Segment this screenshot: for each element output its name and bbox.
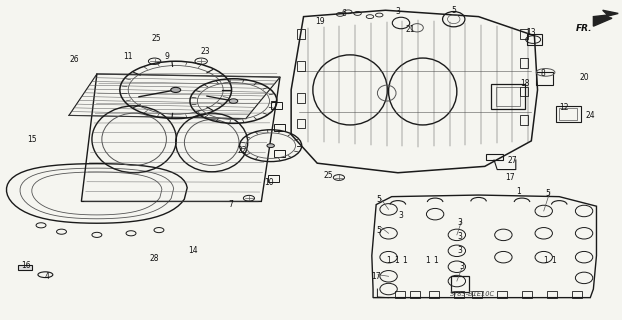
Text: 25: 25 xyxy=(323,172,333,180)
Text: 16: 16 xyxy=(21,261,30,270)
Bar xyxy=(559,108,577,120)
Text: 17: 17 xyxy=(505,173,514,182)
Bar xyxy=(411,291,420,298)
Text: 23: 23 xyxy=(201,47,210,56)
Text: 10: 10 xyxy=(264,178,274,187)
Bar xyxy=(520,116,528,125)
Text: FR.: FR. xyxy=(576,24,592,33)
Text: 3: 3 xyxy=(460,261,464,271)
Bar xyxy=(274,150,285,157)
Text: 15: 15 xyxy=(27,135,37,144)
Circle shape xyxy=(267,144,274,148)
Text: 28: 28 xyxy=(150,254,159,263)
Text: 4: 4 xyxy=(45,272,50,281)
Text: 24: 24 xyxy=(585,111,595,120)
Bar xyxy=(520,87,528,96)
Text: 1: 1 xyxy=(434,256,438,265)
Bar xyxy=(450,276,469,292)
Bar xyxy=(486,154,503,160)
Text: 1: 1 xyxy=(543,256,548,265)
Text: 1: 1 xyxy=(386,256,391,265)
Bar xyxy=(297,29,305,39)
Text: 1: 1 xyxy=(402,256,407,265)
Text: 20: 20 xyxy=(579,73,589,82)
Bar xyxy=(297,119,305,128)
Bar xyxy=(547,291,557,298)
Text: 19: 19 xyxy=(315,17,325,26)
Bar xyxy=(522,291,532,298)
Text: 5: 5 xyxy=(452,6,456,15)
Text: 26: 26 xyxy=(69,55,79,64)
Text: 3: 3 xyxy=(396,7,401,16)
Text: 14: 14 xyxy=(188,246,198,255)
Circle shape xyxy=(229,99,238,103)
Text: 17: 17 xyxy=(371,272,381,281)
Bar xyxy=(453,291,463,298)
Text: 3: 3 xyxy=(458,246,462,255)
Text: 1: 1 xyxy=(516,188,521,196)
Text: 5: 5 xyxy=(377,226,382,235)
Text: 5: 5 xyxy=(545,189,550,198)
Text: 25: 25 xyxy=(151,35,160,44)
Text: 18: 18 xyxy=(521,79,530,88)
Bar xyxy=(497,291,507,298)
Text: 12: 12 xyxy=(559,103,569,112)
Text: 1: 1 xyxy=(551,256,556,265)
Bar xyxy=(271,102,282,109)
Text: 9: 9 xyxy=(165,52,169,61)
Text: ST83-B1E10C: ST83-B1E10C xyxy=(450,292,495,298)
Bar xyxy=(520,29,528,39)
Circle shape xyxy=(171,87,180,92)
Bar xyxy=(572,291,582,298)
Bar xyxy=(18,266,32,270)
Bar xyxy=(520,58,528,68)
Bar xyxy=(297,93,305,103)
Text: 8: 8 xyxy=(540,69,545,78)
Polygon shape xyxy=(593,10,618,26)
Text: 27: 27 xyxy=(508,156,518,164)
Bar xyxy=(297,61,305,71)
Text: 5: 5 xyxy=(377,195,382,204)
Text: 11: 11 xyxy=(123,52,132,61)
Text: 22: 22 xyxy=(238,146,248,155)
Text: 3: 3 xyxy=(458,218,462,227)
Text: 21: 21 xyxy=(406,25,415,34)
Bar xyxy=(491,84,525,109)
Text: 7: 7 xyxy=(228,200,233,209)
Bar xyxy=(527,35,542,45)
Bar xyxy=(429,291,439,298)
Text: 6: 6 xyxy=(341,9,346,18)
Bar xyxy=(472,291,482,298)
Bar xyxy=(267,175,279,182)
Bar xyxy=(274,124,285,131)
Text: 1: 1 xyxy=(394,256,399,265)
Bar xyxy=(536,72,553,85)
Text: 1: 1 xyxy=(425,256,430,265)
Bar xyxy=(556,106,581,122)
Text: 3: 3 xyxy=(399,211,404,220)
Text: 13: 13 xyxy=(526,28,536,37)
Bar xyxy=(395,291,405,298)
Text: 3: 3 xyxy=(458,232,462,241)
Bar xyxy=(496,87,519,107)
